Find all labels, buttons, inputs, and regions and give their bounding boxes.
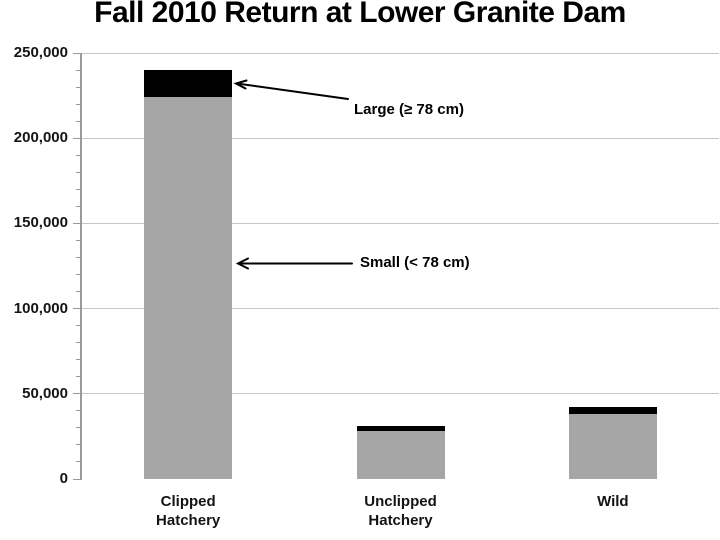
y-minor-tick bbox=[76, 359, 82, 361]
y-axis-line bbox=[80, 53, 82, 479]
y-tick-label: 200,000 bbox=[13, 129, 68, 147]
y-minor-tick bbox=[76, 171, 82, 173]
y-major-tick bbox=[73, 478, 82, 480]
y-tick-label: 0 bbox=[59, 470, 68, 487]
y-minor-tick bbox=[76, 205, 82, 207]
y-minor-tick bbox=[76, 86, 82, 88]
y-gridline-250000 bbox=[82, 52, 719, 54]
y-major-tick bbox=[73, 137, 82, 139]
y-minor-tick bbox=[76, 256, 82, 258]
x-category-label-unclipped-hatchery: Unclipped Hatchery bbox=[364, 493, 437, 529]
y-minor-tick bbox=[76, 120, 82, 122]
y-major-tick bbox=[73, 308, 82, 310]
y-minor-tick bbox=[76, 274, 82, 276]
y-minor-tick bbox=[76, 69, 82, 71]
annotation-large-label: Large (≥ 78 cm) bbox=[354, 101, 464, 118]
y-major-tick bbox=[73, 393, 82, 395]
x-category-label-wild: Wild bbox=[597, 493, 629, 510]
y-gridline-200000 bbox=[82, 137, 719, 139]
y-minor-tick bbox=[76, 410, 82, 412]
y-major-tick bbox=[73, 52, 82, 54]
y-tick-label: 150,000 bbox=[13, 214, 68, 232]
y-minor-tick bbox=[76, 444, 82, 446]
chart-title: Fall 2010 Return at Lower Granite Dam bbox=[94, 0, 626, 29]
y-tick-label: 100,000 bbox=[13, 299, 68, 317]
y-minor-tick bbox=[76, 461, 82, 463]
y-minor-tick bbox=[76, 188, 82, 190]
bar-unclipped-hatchery-small-segment bbox=[356, 431, 445, 479]
y-gridline-100000 bbox=[82, 308, 719, 310]
small-annotation-arrowhead bbox=[235, 257, 249, 270]
x-category-label-clipped-hatchery: Clipped Hatchery bbox=[156, 493, 221, 529]
y-major-tick bbox=[73, 222, 82, 224]
bar-unclipped-hatchery-large-segment bbox=[356, 426, 445, 432]
bar-clipped-hatchery-small-segment bbox=[144, 97, 233, 479]
y-minor-tick bbox=[76, 291, 82, 293]
y-gridline-150000 bbox=[82, 222, 719, 224]
y-minor-tick bbox=[76, 325, 82, 327]
bar-wild-large-segment bbox=[568, 406, 657, 415]
y-tick-label: 250,000 bbox=[13, 44, 68, 61]
y-minor-tick bbox=[76, 103, 82, 105]
large-annotation-arrowhead bbox=[233, 79, 248, 90]
y-minor-tick bbox=[76, 342, 82, 344]
bar-clipped-hatchery-large-segment bbox=[144, 70, 233, 98]
annotation-small-label: Small (< 78 cm) bbox=[360, 254, 470, 271]
y-tick-label: 50,000 bbox=[22, 384, 68, 402]
bar-wild-small-segment bbox=[568, 414, 657, 479]
y-minor-tick bbox=[76, 239, 82, 241]
y-minor-tick bbox=[76, 376, 82, 378]
y-minor-tick bbox=[76, 154, 82, 156]
y-minor-tick bbox=[76, 427, 82, 429]
large-annotation-arrow-line bbox=[236, 82, 349, 100]
y-gridline-50000 bbox=[82, 393, 719, 395]
